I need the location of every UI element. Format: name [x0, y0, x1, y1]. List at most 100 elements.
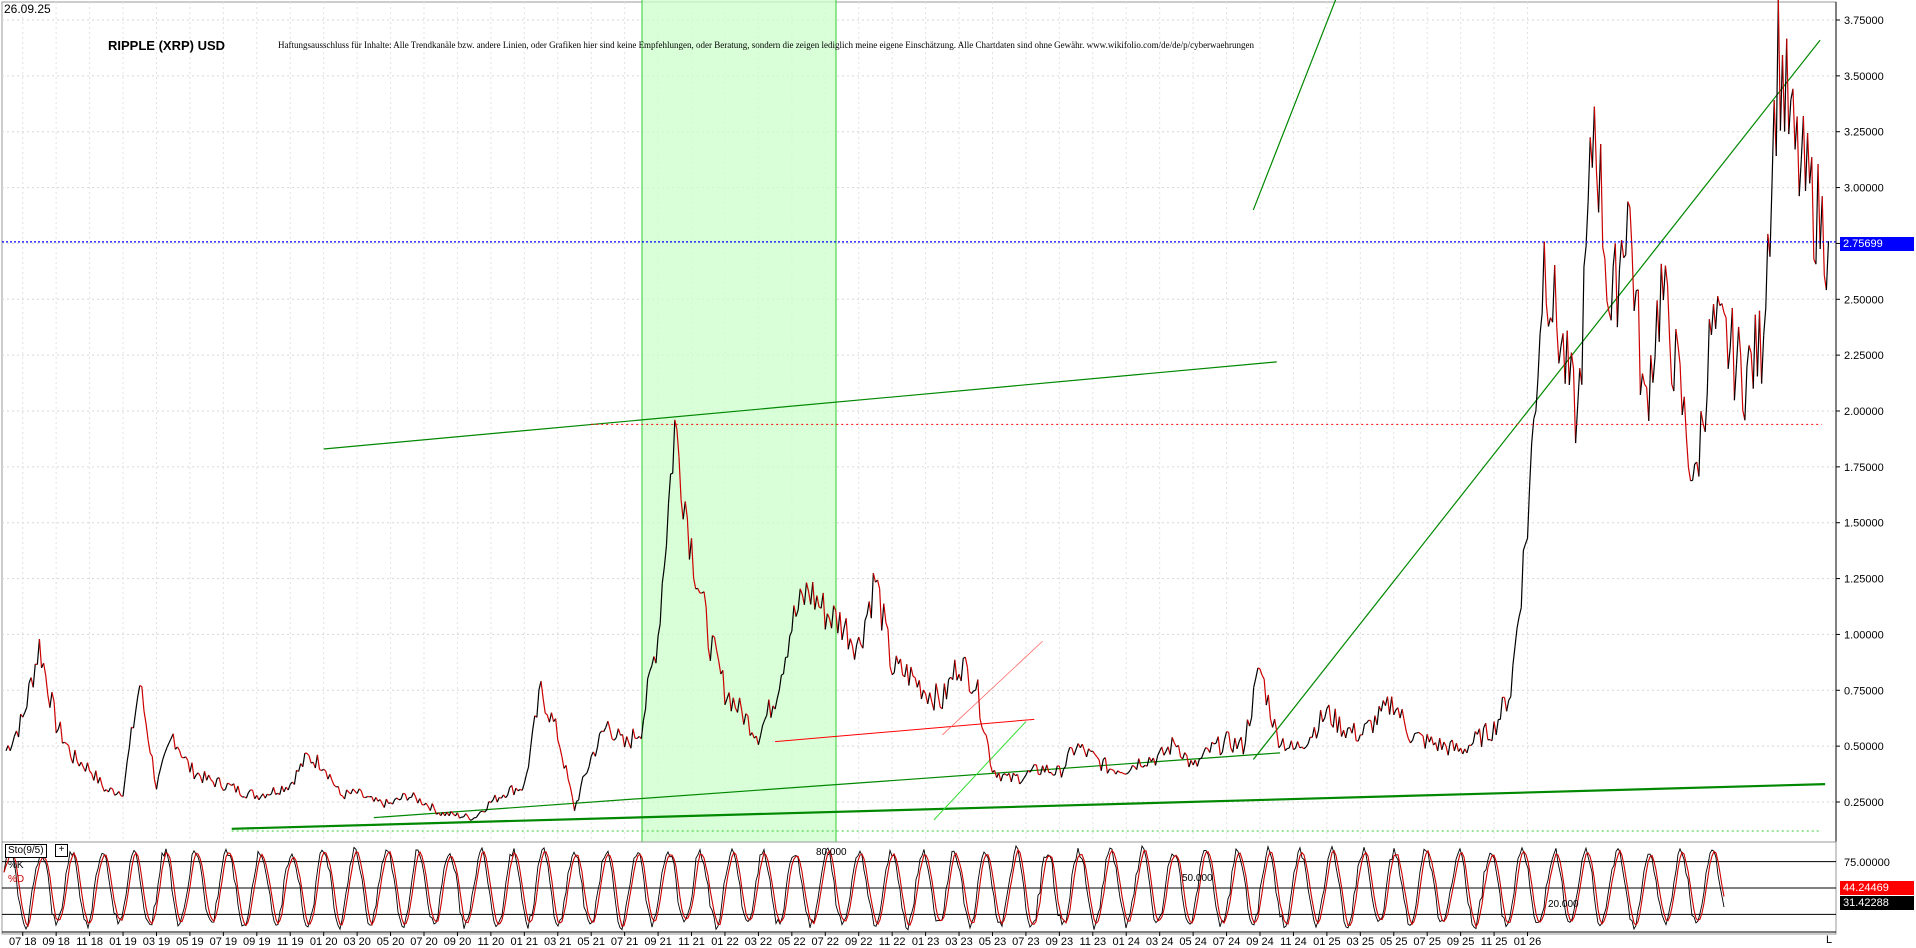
- price-segment: [1541, 241, 1545, 314]
- price-segment: [237, 785, 241, 795]
- price-segment: [885, 622, 889, 630]
- price-segment: [352, 788, 356, 792]
- price-segment: [833, 605, 837, 611]
- price-segment: [49, 692, 53, 708]
- price-segment: [1115, 770, 1119, 775]
- price-segment: [1620, 240, 1625, 258]
- price-segment: [837, 612, 841, 634]
- x-tick-label: 03 24: [1146, 936, 1174, 948]
- stoch-d-value: 31.42288: [1840, 896, 1914, 910]
- price-segment: [1205, 747, 1209, 750]
- price-segment: [847, 638, 851, 650]
- price-segment: [1581, 266, 1585, 385]
- price-segment: [488, 801, 492, 803]
- price-segment: [527, 747, 532, 768]
- price-segment: [659, 583, 663, 624]
- price-segment: [160, 759, 164, 769]
- price-segment: [989, 764, 994, 773]
- price-segment: [375, 797, 379, 802]
- price-segment: [1194, 759, 1198, 767]
- price-segment: [164, 747, 168, 754]
- price-segment: [415, 796, 419, 804]
- price-segment: [239, 794, 243, 798]
- price-segment: [1558, 346, 1562, 364]
- price-segment: [693, 577, 697, 590]
- price-segment: [323, 768, 327, 772]
- price-segment: [1324, 708, 1328, 719]
- price-segment: [484, 809, 488, 813]
- price-segment: [1524, 538, 1529, 545]
- price-segment: [830, 605, 835, 629]
- price-segment: [596, 733, 601, 748]
- price-segment: [1196, 758, 1200, 767]
- price-segment: [1470, 742, 1474, 746]
- price-segment: [647, 671, 651, 680]
- price-segment: [839, 612, 843, 641]
- price-segment: [1054, 765, 1058, 775]
- price-segment: [1788, 99, 1792, 135]
- price-segment: [1568, 352, 1573, 386]
- price-segment: [667, 473, 672, 504]
- price-segment: [1491, 721, 1495, 741]
- price-segment: [406, 797, 410, 801]
- price-segment: [755, 735, 759, 745]
- price-segment: [1259, 668, 1263, 676]
- price-segment: [1209, 742, 1213, 753]
- price-segment: [781, 673, 784, 676]
- price-segment: [979, 718, 983, 728]
- x-tick-label: 01 22: [711, 936, 739, 948]
- price-segment: [672, 419, 676, 474]
- price-segment: [475, 814, 479, 818]
- price-segment: [494, 794, 498, 803]
- price-segment: [856, 636, 860, 645]
- price-segment: [256, 795, 260, 801]
- price-segment: [1177, 745, 1182, 758]
- price-segment: [730, 697, 734, 712]
- price-segment: [1301, 746, 1305, 750]
- stoch-expand-button[interactable]: +: [55, 844, 68, 857]
- price-segment: [7, 745, 11, 751]
- price-segment: [709, 635, 714, 661]
- price-segment: [1738, 326, 1742, 356]
- price-segment: [745, 713, 749, 717]
- x-tick-label: 01 23: [912, 936, 940, 948]
- price-segment: [51, 691, 55, 702]
- price-segment: [1455, 743, 1460, 752]
- price-segment: [1293, 747, 1296, 751]
- price-segment: [1466, 745, 1470, 754]
- price-segment: [1775, 0, 1779, 156]
- price-segment: [571, 797, 576, 811]
- price-segment: [1545, 303, 1550, 327]
- x-tick-label: 03 23: [945, 936, 973, 948]
- x-tick-label: 05 19: [176, 936, 204, 948]
- price-segment: [778, 675, 782, 691]
- price-segment: [126, 747, 130, 762]
- price-segment: [920, 689, 925, 700]
- price-segment: [810, 581, 814, 605]
- price-segment: [53, 701, 57, 733]
- price-segment: [1391, 696, 1395, 715]
- x-tick-label: 07 23: [1012, 936, 1040, 948]
- price-segment: [1297, 741, 1301, 748]
- price-segment: [122, 778, 126, 797]
- price-segment: [287, 784, 291, 791]
- price-segment: [450, 811, 454, 815]
- price-segment: [467, 816, 471, 821]
- price-segment: [918, 680, 923, 700]
- price-segment: [59, 721, 64, 744]
- price-segment: [1046, 764, 1050, 773]
- price-segment: [1462, 748, 1466, 755]
- x-tick-label: 11 18: [76, 936, 103, 948]
- price-segment: [229, 783, 233, 786]
- price-segment: [17, 714, 22, 738]
- price-segment: [1340, 729, 1345, 737]
- price-segment: [1058, 765, 1063, 778]
- price-segment: [176, 746, 180, 751]
- price-segment: [319, 768, 322, 772]
- stoch-label[interactable]: Sto(9/5): [5, 844, 47, 858]
- price-segment: [1008, 773, 1012, 783]
- price-segment: [1618, 240, 1623, 270]
- price-segment: [797, 588, 801, 611]
- price-segment: [191, 762, 195, 780]
